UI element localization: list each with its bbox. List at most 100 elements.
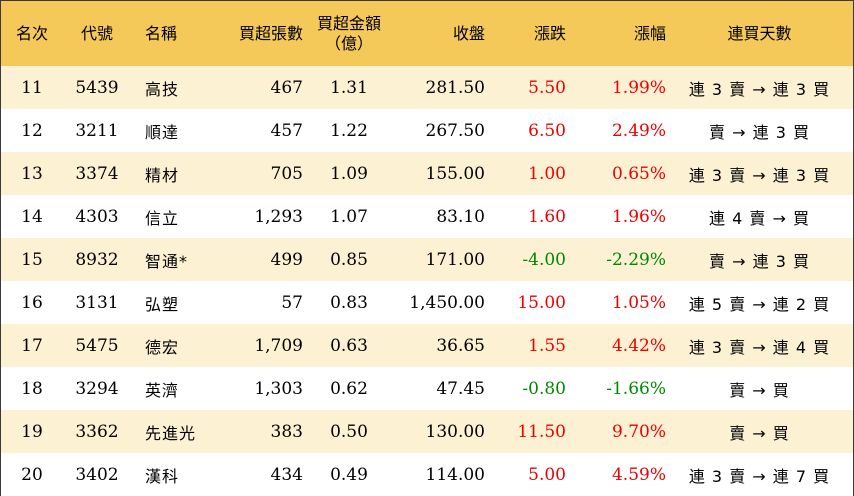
header-consecutive-days: 連買天數 [727,23,792,43]
cell-name: 弘塑 [145,294,180,314]
cell-change-pct: -1.66% [606,378,666,399]
cell-code: 3294 [75,378,119,399]
cell-name: 德宏 [145,337,180,357]
cell-net-buy-amount: 0.49 [330,464,368,485]
cell-close: 114.00 [425,464,485,485]
cell-net-buy-amount: 0.85 [330,249,368,270]
cell-close: 1,450.00 [409,292,485,313]
cell-net-buy-amount: 0.50 [330,421,368,442]
cell-consecutive-days: 連 4 賣 → 買 [709,208,810,228]
table-row: 14 4303 信立 1,293 1.07 83.10 1.60 1.96% 連 4 賣 → 買 [1,195,853,238]
cell-consecutive-days: 連 3 賣 → 連 4 買 [688,337,831,357]
cell-consecutive-days: 連 3 賣 → 連 7 買 [688,466,831,486]
cell-change-pct: 4.42% [611,335,666,356]
table-row: 11 5439 高技 467 1.31 281.50 5.50 1.99% 連 3 賣 → 連 … [1,66,853,109]
cell-change-pct: -2.29% [606,249,666,270]
cell-close: 155.00 [425,163,485,184]
cell-net-buy-lots: 1,303 [254,378,303,399]
cell-change: 1.60 [528,206,566,227]
cell-close: 267.50 [425,120,485,141]
cell-rank: 11 [21,77,43,98]
cell-rank: 18 [21,378,43,399]
table-header-row: 名次 代號 名稱 買超張數 買超金額 （億） 收盤 漲跌 漲幅 連買天數 [1,1,853,66]
cell-name: 信立 [145,208,180,228]
table-row: 12 3211 順達 457 1.22 267.50 6.50 2.49% 賣 → 連 3 買 [1,109,853,152]
cell-consecutive-days: 賣 → 連 3 買 [709,251,810,271]
cell-name: 英濟 [145,380,180,400]
cell-code: 5439 [75,77,119,98]
table-body: 11 5439 高技 467 1.31 281.50 5.50 1.99% 連 3 賣 → 連 … [1,66,853,496]
cell-name: 高技 [145,79,180,99]
cell-net-buy-amount: 0.83 [330,292,368,313]
cell-rank: 19 [21,421,43,442]
header-rank: 名次 [15,23,48,43]
cell-change-pct: 4.59% [611,464,666,485]
table-row: 13 3374 精材 705 1.09 155.00 1.00 0.65% 連 3 賣 → 連 … [1,152,853,195]
table-row: 20 3402 漢科 434 0.49 114.00 5.00 4.59% 連 3 賣 → 連 … [1,453,853,496]
cell-close: 83.10 [436,206,485,227]
cell-rank: 17 [21,335,43,356]
cell-consecutive-days: 連 3 賣 → 連 3 買 [688,165,831,185]
cell-net-buy-lots: 434 [270,464,303,485]
cell-change-pct: 9.70% [611,421,666,442]
cell-net-buy-amount: 0.63 [330,335,368,356]
cell-change: 6.50 [528,120,566,141]
cell-change-pct: 1.05% [611,292,666,313]
cell-net-buy-amount: 0.62 [330,378,368,399]
table-row: 16 3131 弘塑 57 0.83 1,450.00 15.00 1.05% 連 5 賣 → … [1,281,853,324]
cell-name: 先進光 [145,423,197,443]
cell-name: 順達 [145,122,180,142]
cell-consecutive-days: 賣 → 買 [729,380,790,400]
cell-consecutive-days: 賣 → 買 [729,423,790,443]
table-row: 18 3294 英濟 1,303 0.62 47.45 -0.80 -1.66% 賣 → 買 [1,367,853,410]
cell-code: 3374 [75,163,119,184]
cell-rank: 20 [21,464,43,485]
cell-name: 漢科 [145,466,180,486]
cell-code: 3402 [75,464,119,485]
cell-consecutive-days: 連 3 賣 → 連 3 買 [688,79,831,99]
cell-close: 36.65 [436,335,485,356]
cell-code: 5475 [75,335,119,356]
header-net-buy-amount-line1: 買超金額 [316,13,381,33]
table-row: 17 5475 德宏 1,709 0.63 36.65 1.55 4.42% 連 3 賣 → 連… [1,324,853,367]
cell-net-buy-lots: 1,709 [254,335,303,356]
cell-name: 精材 [145,165,180,185]
cell-net-buy-lots: 467 [270,77,303,98]
cell-change: 15.00 [517,292,566,313]
cell-net-buy-lots: 57 [281,292,303,313]
cell-code: 3211 [75,120,119,141]
cell-rank: 12 [21,120,43,141]
cell-net-buy-amount: 1.09 [330,163,368,184]
header-net-buy-amount-line2: （億） [324,33,373,53]
header-net-buy-lots: 買超張數 [238,23,303,43]
cell-net-buy-lots: 1,293 [254,206,303,227]
header-change: 漲跌 [533,23,566,43]
cell-net-buy-lots: 705 [270,163,303,184]
cell-close: 47.45 [436,378,485,399]
header-close: 收盤 [452,23,485,43]
cell-consecutive-days: 賣 → 連 3 買 [709,122,810,142]
cell-change-pct: 1.96% [611,206,666,227]
cell-rank: 15 [21,249,43,270]
cell-name: 智通* [145,251,189,271]
cell-net-buy-amount: 1.31 [330,77,368,98]
cell-net-buy-lots: 383 [270,421,303,442]
cell-change-pct: 0.65% [611,163,666,184]
cell-code: 4303 [75,206,119,227]
header-code: 代號 [80,23,113,43]
cell-code: 8932 [75,249,119,270]
cell-change: 1.55 [528,335,566,356]
cell-net-buy-amount: 1.07 [330,206,368,227]
cell-code: 3362 [75,421,119,442]
cell-close: 171.00 [425,249,485,270]
table-row: 19 3362 先進光 383 0.50 130.00 11.50 9.70% 賣 → 買 [1,410,853,453]
header-name: 名稱 [145,23,178,43]
cell-change-pct: 1.99% [611,77,666,98]
header-change-pct: 漲幅 [633,23,666,43]
cell-change: 11.50 [517,421,566,442]
cell-consecutive-days: 連 5 賣 → 連 2 買 [688,294,831,314]
cell-change: -4.00 [522,249,566,270]
cell-change: -0.80 [522,378,566,399]
